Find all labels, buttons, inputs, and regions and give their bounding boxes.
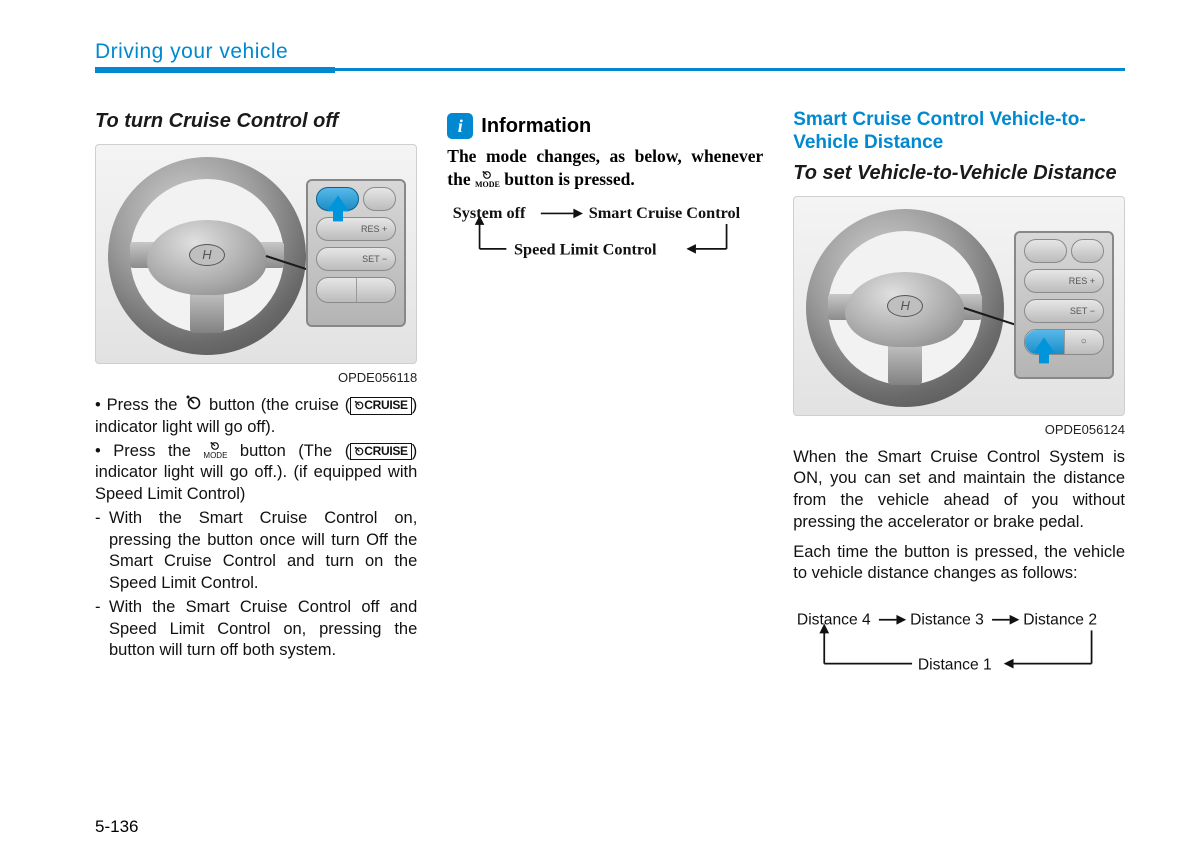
col1-heading: To turn Cruise Control off (95, 109, 417, 134)
header-rule (95, 68, 1125, 71)
mode-button-icon: MODE (203, 441, 227, 460)
page-number: 5-136 (95, 817, 138, 837)
mode-flow-diagram: System off Smart Cruise Control Speed Li… (447, 201, 763, 293)
dist-1: Distance 1 (918, 657, 992, 674)
figure-code-2: OPDE056124 (793, 422, 1125, 437)
mode-button-icon: MODE (475, 170, 500, 189)
flow-system-off: System off (453, 204, 526, 222)
control-zoom-1: RES + SET − (306, 179, 406, 327)
col3-para2: Each time the button is pressed, the veh… (793, 542, 1125, 586)
info-icon: i (447, 113, 473, 139)
column-1: To turn Cruise Control off H (95, 109, 417, 696)
col1-bullets: Press the button (the cruise (CRUISE) in… (95, 395, 417, 662)
control-zoom-2: RES + SET − ○ (1014, 231, 1114, 379)
dash-1: With the Smart Cruise Control on, pressi… (95, 508, 417, 595)
dist-3: Distance 3 (910, 612, 984, 629)
figure-steering-2: H RES + SET − ○ (793, 196, 1125, 416)
figure-code-1: OPDE056118 (95, 370, 417, 385)
info-text: The mode changes, as below, whenever the… (447, 145, 763, 191)
hyundai-logo-icon: H (189, 244, 225, 266)
up-arrow-icon (327, 196, 349, 212)
distance-flow-diagram: Distance 4 Distance 3 Distance 2 Distanc… (793, 609, 1125, 691)
dist-4: Distance 4 (797, 612, 871, 629)
bullet-1: Press the button (the cruise (CRUISE) in… (95, 395, 417, 439)
info-heading: i Information (447, 113, 763, 139)
steering-wheel-illustration: H (806, 209, 1004, 407)
column-2: i Information The mode changes, as below… (447, 109, 763, 696)
steering-wheel-illustration: H (108, 157, 306, 355)
up-arrow-icon (1033, 338, 1055, 354)
col3-blue-heading: Smart Cruise Control Vehicle-to-Vehicle … (793, 109, 1125, 155)
info-title: Information (481, 115, 591, 138)
figure-steering-1: H RES + SET − (95, 144, 417, 364)
cruise-indicator-icon: CRUISE (350, 443, 412, 461)
hyundai-logo-icon: H (887, 295, 923, 317)
content-columns: To turn Cruise Control off H (95, 109, 1125, 696)
col3-para1: When the Smart Cruise Control System is … (793, 447, 1125, 534)
flow-slc: Speed Limit Control (514, 240, 657, 258)
bullet-2: Press the MODE button (The (CRUISE) indi… (95, 441, 417, 663)
cruise-button-icon (183, 394, 203, 414)
dist-2: Distance 2 (1024, 612, 1098, 629)
column-3: Smart Cruise Control Vehicle-to-Vehicle … (793, 109, 1125, 696)
dash-2: With the Smart Cruise Control off and Sp… (95, 597, 417, 662)
col3-sub-heading: To set Vehicle-to-Vehicle Distance (793, 161, 1125, 186)
cruise-indicator-icon: CRUISE (350, 397, 412, 415)
flow-scc: Smart Cruise Control (589, 204, 741, 222)
section-header: Driving your vehicle (95, 40, 1125, 64)
